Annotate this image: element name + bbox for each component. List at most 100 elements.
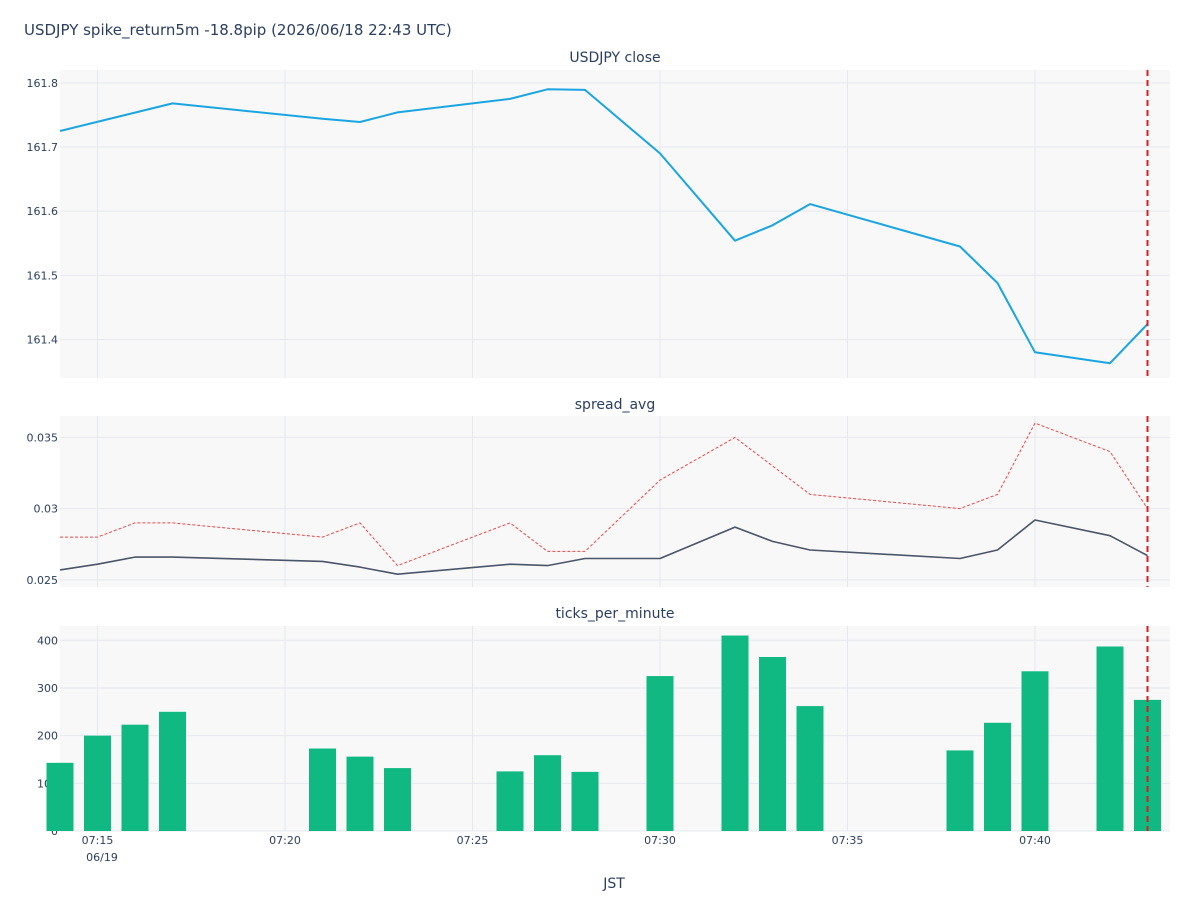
data-point bbox=[1109, 362, 1111, 364]
y-tick-label: 300 bbox=[37, 682, 58, 695]
data-point bbox=[659, 153, 661, 155]
series-line-1 bbox=[59, 88, 1149, 365]
bar bbox=[346, 756, 374, 831]
y-tick-label: 0.025 bbox=[27, 574, 59, 587]
panel-title: spread_avg bbox=[575, 397, 655, 413]
bar bbox=[159, 711, 186, 831]
bar bbox=[534, 755, 561, 831]
data-point bbox=[584, 89, 586, 91]
bar bbox=[384, 768, 411, 831]
bar bbox=[1096, 646, 1124, 831]
data-point bbox=[1034, 352, 1036, 354]
bar bbox=[571, 771, 599, 831]
data-point bbox=[397, 112, 399, 114]
data-point bbox=[1034, 519, 1036, 521]
data-point bbox=[547, 551, 549, 553]
data-point bbox=[772, 541, 774, 543]
chart-panels: 161.4 161.5 161.6 161.7 161.8 USDJPY close 0.0… bbox=[27, 50, 1170, 847]
figure-title: USDJPY spike_return5m -18.8pip (2026/06/… bbox=[24, 21, 452, 40]
bar bbox=[84, 735, 111, 831]
data-point bbox=[359, 121, 361, 123]
bar bbox=[946, 750, 974, 831]
bar bbox=[46, 762, 74, 831]
data-point bbox=[772, 224, 774, 226]
data-point bbox=[734, 526, 736, 528]
data-point bbox=[359, 522, 361, 524]
bar bbox=[646, 676, 674, 831]
data-point bbox=[959, 246, 961, 248]
y-tick-label: 161.4 bbox=[27, 334, 59, 347]
data-point bbox=[322, 536, 324, 538]
x-tick-label: 07:25 bbox=[457, 834, 489, 847]
data-point bbox=[172, 556, 174, 558]
data-point bbox=[322, 561, 324, 563]
bar bbox=[496, 771, 524, 831]
plot-area bbox=[60, 70, 1170, 378]
panel-title: ticks_per_minute bbox=[555, 606, 674, 622]
y-tick-label: 161.5 bbox=[27, 269, 59, 282]
series-line-1 bbox=[59, 519, 1148, 576]
y-tick-label: 400 bbox=[37, 634, 58, 647]
data-point bbox=[1034, 422, 1036, 424]
data-point bbox=[134, 522, 136, 524]
bar bbox=[309, 748, 336, 831]
plot-area bbox=[60, 416, 1170, 587]
data-point bbox=[584, 558, 586, 560]
data-point bbox=[172, 522, 174, 524]
data-point bbox=[1109, 535, 1111, 537]
data-point bbox=[584, 551, 586, 553]
bar bbox=[984, 722, 1011, 831]
bar bbox=[121, 724, 149, 831]
y-tick-label: 0.035 bbox=[27, 431, 59, 444]
panel-title: USDJPY close bbox=[569, 50, 660, 66]
data-point bbox=[134, 556, 136, 558]
bar bbox=[1021, 671, 1049, 831]
panel-1: 161.4 161.5 161.6 161.7 161.8 USDJPY close bbox=[27, 50, 1170, 378]
data-point bbox=[547, 565, 549, 567]
x-tick-label: 07:40 bbox=[1019, 834, 1051, 847]
data-point bbox=[547, 88, 549, 90]
data-point bbox=[997, 494, 999, 496]
y-tick-label: 161.7 bbox=[27, 141, 59, 154]
data-point bbox=[59, 536, 61, 538]
data-point bbox=[734, 240, 736, 242]
x-tick-label: 07:15 bbox=[82, 834, 114, 847]
x-axis-label: JST bbox=[602, 876, 625, 892]
data-point bbox=[509, 563, 511, 565]
bar bbox=[759, 656, 786, 831]
data-point bbox=[97, 563, 99, 565]
data-point bbox=[997, 549, 999, 551]
data-point bbox=[959, 508, 961, 510]
date-label: 06/19 bbox=[86, 851, 118, 864]
data-point bbox=[659, 479, 661, 481]
x-tick-label: 07:35 bbox=[832, 834, 864, 847]
y-tick-label: 0.03 bbox=[34, 503, 59, 516]
data-point bbox=[397, 565, 399, 567]
y-tick-label: 161.6 bbox=[27, 205, 59, 218]
data-point bbox=[809, 494, 811, 496]
bar bbox=[721, 635, 749, 831]
data-point bbox=[809, 549, 811, 551]
x-tick-label: 07:20 bbox=[269, 834, 301, 847]
data-point bbox=[322, 118, 324, 120]
y-tick-label: 200 bbox=[37, 730, 58, 743]
data-point bbox=[359, 566, 361, 568]
data-point bbox=[772, 465, 774, 467]
y-tick-label: 0 bbox=[51, 825, 58, 838]
panel-3: 0100200300400ticks_per_minute bbox=[37, 606, 1170, 838]
bar bbox=[796, 706, 824, 831]
y-tick-label: 161.8 bbox=[27, 77, 59, 90]
data-point bbox=[509, 98, 511, 100]
panel-2: 0.025 0.03 0.035 spread_avg bbox=[27, 397, 1170, 587]
data-point bbox=[172, 103, 174, 105]
data-point bbox=[397, 573, 399, 575]
data-point bbox=[59, 130, 61, 132]
x-tick-label: 07:30 bbox=[644, 834, 676, 847]
data-point bbox=[659, 558, 661, 560]
data-point bbox=[59, 569, 61, 571]
series-line-2 bbox=[60, 422, 1148, 567]
data-point bbox=[509, 522, 511, 524]
data-point bbox=[959, 558, 961, 560]
data-point bbox=[97, 536, 99, 538]
